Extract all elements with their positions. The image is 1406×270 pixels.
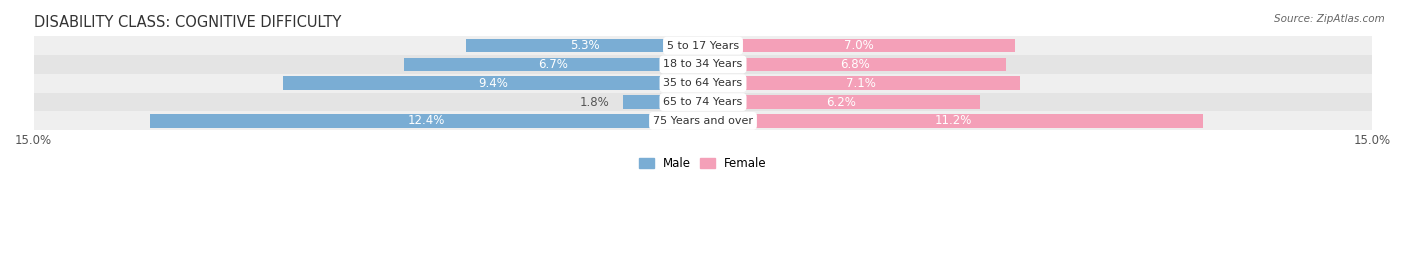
Text: 5 to 17 Years: 5 to 17 Years [666, 41, 740, 51]
Text: 7.1%: 7.1% [846, 77, 876, 90]
Text: 35 to 64 Years: 35 to 64 Years [664, 78, 742, 88]
Bar [149, 114, 703, 128]
Text: 6.7%: 6.7% [538, 58, 568, 71]
Bar [703, 114, 1204, 128]
Bar [623, 95, 703, 109]
Text: 6.8%: 6.8% [839, 58, 870, 71]
Text: 9.4%: 9.4% [478, 77, 508, 90]
Bar [703, 76, 1019, 90]
Bar [284, 76, 703, 90]
Bar [703, 39, 1015, 52]
Text: 7.0%: 7.0% [845, 39, 875, 52]
Bar [34, 55, 1372, 74]
Bar [703, 95, 980, 109]
Text: DISABILITY CLASS: COGNITIVE DIFFICULTY: DISABILITY CLASS: COGNITIVE DIFFICULTY [34, 15, 340, 30]
Text: 65 to 74 Years: 65 to 74 Years [664, 97, 742, 107]
Text: 18 to 34 Years: 18 to 34 Years [664, 59, 742, 69]
Bar [34, 93, 1372, 112]
Text: 12.4%: 12.4% [408, 114, 444, 127]
Text: 75 Years and over: 75 Years and over [652, 116, 754, 126]
Text: Source: ZipAtlas.com: Source: ZipAtlas.com [1274, 14, 1385, 23]
Text: 11.2%: 11.2% [934, 114, 972, 127]
Text: 1.8%: 1.8% [579, 96, 609, 109]
Bar [34, 112, 1372, 130]
Bar [703, 58, 1007, 71]
Text: 5.3%: 5.3% [569, 39, 599, 52]
Bar [467, 39, 703, 52]
Legend: Male, Female: Male, Female [634, 153, 772, 175]
Bar [34, 74, 1372, 93]
Text: 6.2%: 6.2% [827, 96, 856, 109]
Bar [404, 58, 703, 71]
Bar [34, 36, 1372, 55]
